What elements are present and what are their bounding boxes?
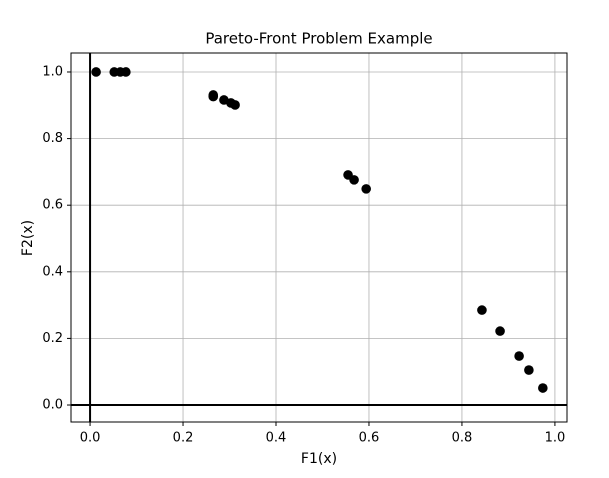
point (230, 100, 240, 110)
y-tick-label: 0.2 (42, 331, 63, 346)
point (208, 91, 219, 102)
x-tick-label: 0.6 (359, 431, 380, 446)
point (121, 67, 131, 77)
x-tick-label: 1.0 (545, 431, 566, 446)
y-tick-label: 0.0 (42, 398, 63, 413)
y-tick-label: 0.6 (42, 198, 63, 213)
x-axis-label: F1(x) (301, 451, 337, 467)
point (514, 351, 524, 361)
x-tick-label: 0.8 (452, 431, 473, 446)
plot-frame (70, 52, 568, 423)
point (349, 175, 359, 185)
point (538, 383, 548, 393)
point (361, 184, 371, 194)
y-axis-label: F2(x) (20, 220, 36, 256)
point (495, 326, 505, 336)
point (477, 305, 487, 315)
x-tick-label: 0.4 (266, 431, 287, 446)
y-tick-label: 1.0 (42, 64, 63, 79)
x-tick-label: 0.2 (173, 431, 194, 446)
chart-title: Pareto-Front Problem Example (205, 30, 432, 48)
point (91, 67, 101, 77)
point (524, 365, 534, 375)
y-tick-label: 0.4 (42, 264, 63, 279)
x-tick-label: 0.0 (80, 431, 101, 446)
y-tick-label: 0.8 (42, 131, 63, 146)
